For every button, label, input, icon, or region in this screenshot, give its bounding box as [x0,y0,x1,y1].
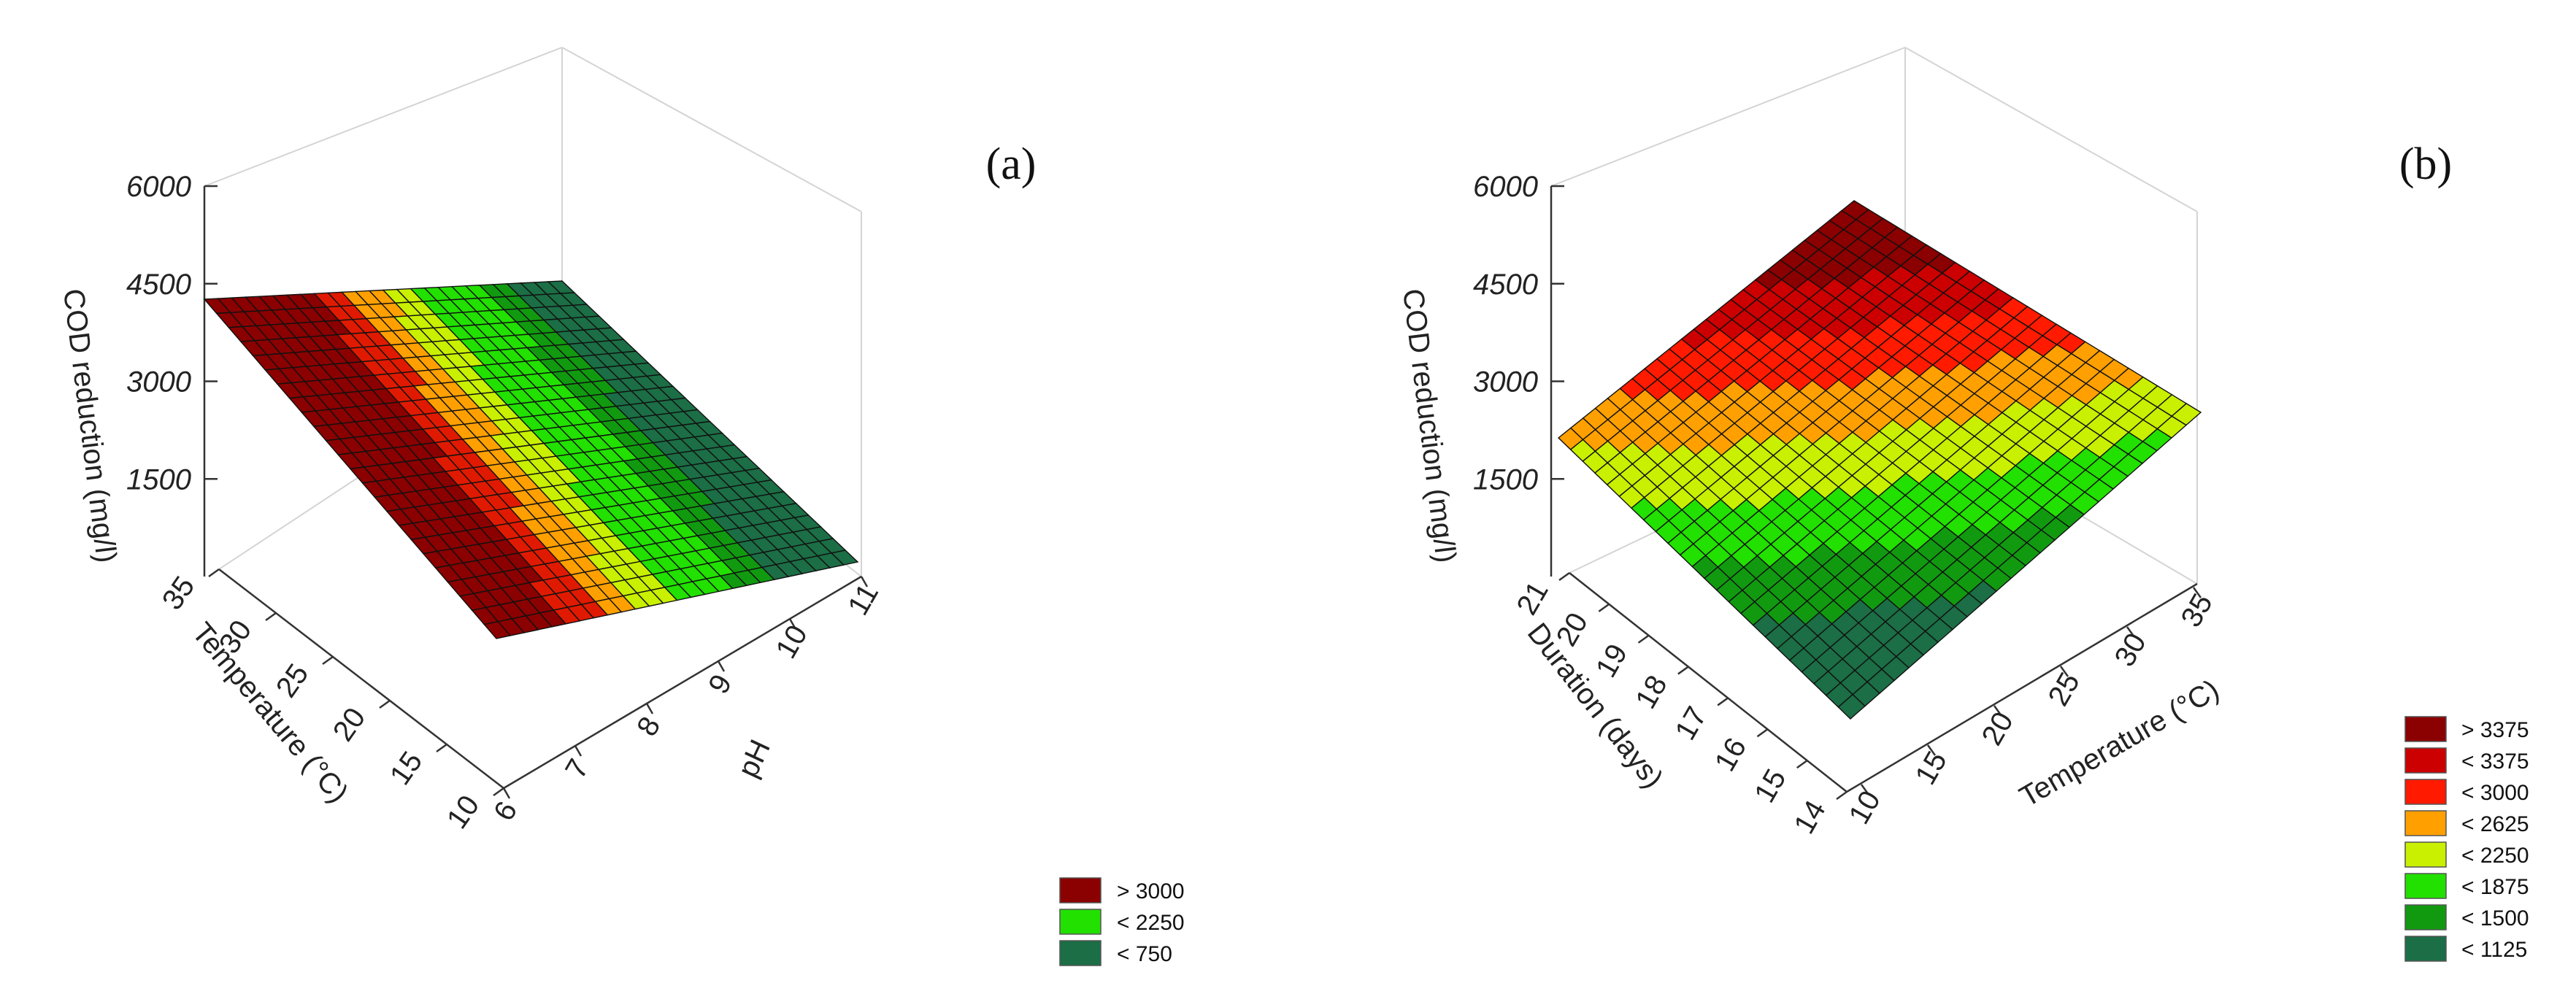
ph-tick-label-a: 7 [559,754,595,784]
duration-tick-b [1598,603,1610,612]
legend-swatch-b [2404,936,2447,962]
temp-tick-a [265,612,277,622]
surface-a [203,280,859,639]
duration-tick-label-b: 16 [1709,733,1753,777]
duration-tick-label-b: 15 [1748,764,1792,809]
duration-tick-label-b: 14 [1788,795,1831,840]
temp-tick-label-a: 10 [441,790,486,835]
z-axis-label-b: COD reduction (mg/l) [1396,287,1462,564]
temp-tick-label-a: 35 [156,571,201,616]
duration-tick-label-b: 21 [1510,577,1554,621]
surface-b [1557,200,2202,720]
legend-label-b: < 1875 [2461,875,2529,899]
duration-tick-b [1677,666,1689,675]
duration-tick-label-b: 18 [1629,670,1673,714]
legend-swatch-b [2404,779,2447,805]
z-axis-label-a: COD reduction (mg/l) [57,287,123,564]
temp-tick-a [436,743,447,753]
surface-cell [830,550,859,566]
ph-tick-a [574,745,583,757]
ph-tick-label-a: 6 [488,796,523,826]
temp-tick-b [2192,587,2202,598]
temp-tick-a [208,568,220,578]
legend-label-b: < 2625 [2461,812,2529,836]
z-tick-label-b: 3000 [1473,366,1538,398]
surface-cell [2171,403,2202,426]
legend-swatch-a [1059,877,1101,903]
ph-tick-a [860,576,869,587]
legend-swatch-b [2404,841,2447,868]
z-tick-label-a: 1500 [126,463,191,496]
legend-label-a: < 2250 [1117,911,1185,935]
z-tick-label-b: 4500 [1473,269,1538,301]
z-tick-label-a: 6000 [126,171,191,203]
temp-tick-b [1926,744,1937,756]
legend-a: > 3000 < 2250 < 750 [1059,877,1185,966]
temp-tick-label-b: 20 [1976,706,2020,751]
ph-tick-a [717,660,726,672]
temp-tick-label-b: 30 [2109,628,2153,672]
duration-tick-b [1637,634,1650,644]
temp-tick-b [1993,705,2003,717]
temp-tick-a [379,699,391,709]
legend-swatch-b [2404,873,2447,899]
duration-tick-label-b: 19 [1590,639,1634,683]
x-axis-label-a: Temperature (°C) [185,617,354,809]
ph-tick-a [502,787,511,799]
legend-label-a: > 3000 [1117,879,1185,903]
temp-tick-a [493,787,504,797]
temp-tick-label-b: 25 [2042,667,2086,712]
z-tick-label-a: 3000 [126,366,191,398]
temp-tick-b [1860,784,1870,795]
ph-tick-a [788,618,797,630]
duration-tick-b [1756,728,1769,738]
duration-tick-b [1558,571,1570,582]
temp-tick-label-b: 10 [1843,785,1887,830]
legend-b: > 3375 < 3375 < 3000 < 2625 < 2250 < 1875 < 15… [2404,716,2529,962]
duration-tick-label-b: 17 [1669,701,1713,746]
legend-swatch-b [2404,904,2447,930]
legend-label-b: > 3375 [2461,718,2529,742]
ph-tick-label-a: 9 [702,669,738,699]
z-tick-label-a: 4500 [126,269,191,301]
legend-swatch-b [2404,810,2447,836]
temp-tick-label-a: 20 [327,702,372,747]
z-tick-label-b: 6000 [1473,171,1538,203]
z-tick-label-b: 1500 [1473,463,1538,496]
panel-letter-b: (b) [2399,139,2452,189]
panel-letter-a: (a) [986,139,1037,189]
ph-tick-label-a: 8 [631,712,666,741]
temp-tick-label-a: 15 [384,746,429,791]
legend-label-b: < 1125 [2461,938,2527,962]
legend-swatch-a [1059,909,1101,935]
legend-label-b: < 2250 [2461,844,2529,868]
legend-label-b: < 3375 [2461,749,2529,774]
legend-swatch-a [1059,940,1101,966]
temp-tick-b [2059,666,2069,677]
temp-tick-b [2126,626,2136,638]
temp-tick-a [322,655,334,666]
duration-tick-b [1717,697,1729,706]
duration-tick-b [1796,760,1808,769]
legend-swatch-b [2404,747,2447,774]
duration-tick-b [1836,790,1848,801]
legend-label-a: < 750 [1117,942,1172,966]
legend-swatch-b [2404,716,2447,742]
legend-label-b: < 1500 [2461,906,2529,930]
temp-tick-label-b: 35 [2175,588,2219,633]
temp-tick-label-b: 15 [1910,746,1953,790]
ph-tick-a [645,703,654,714]
y-axis-label-a: pH [731,735,776,782]
legend-label-b: < 3000 [2461,781,2529,805]
